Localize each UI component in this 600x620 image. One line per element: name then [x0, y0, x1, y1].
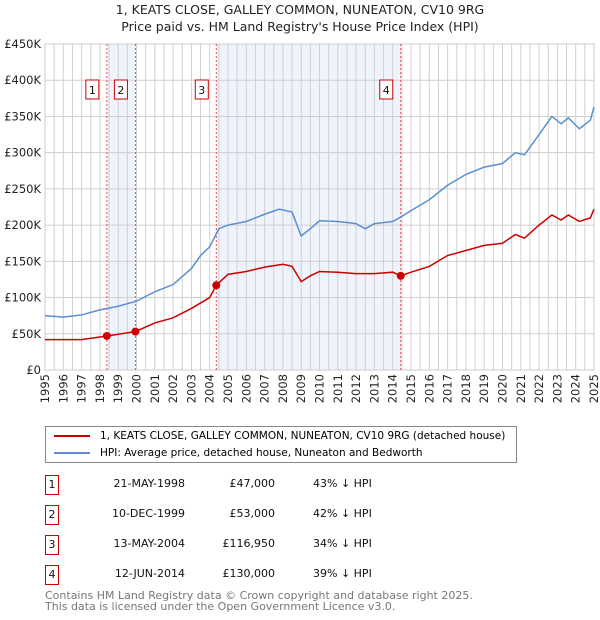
legend-item-property: 1, KEATS CLOSE, GALLEY COMMON, NUNEATON,…: [54, 428, 505, 444]
y-tick-label: £350K: [4, 109, 41, 123]
sale-marker-label: 2: [117, 84, 124, 97]
y-tick-label: £450K: [4, 37, 41, 51]
chart-subtitle: Price paid vs. HM Land Registry's House …: [121, 19, 479, 34]
x-tick-label: 2012: [349, 374, 363, 403]
sale-price: £116,950: [222, 537, 276, 550]
footer: Contains HM Land Registry data © Crown c…: [45, 590, 473, 612]
x-tick-label: 2025: [587, 374, 600, 403]
x-tick-label: 2009: [294, 374, 308, 403]
plot-area: £0 £50K £100K £150K £200K £250K £300K £350K £400…: [4, 37, 600, 403]
sale-point: [102, 331, 111, 340]
legend-item-hpi: HPI: Average price, detached house, Nune…: [54, 445, 422, 461]
sale-marker-box: [194, 79, 209, 100]
sale-marker-badge: 3: [45, 535, 59, 555]
sale-price: £53,000: [229, 507, 276, 520]
sale-date: 12-JUN-2014: [114, 567, 185, 580]
sale-point: [212, 281, 221, 290]
hpi-line: [44, 106, 595, 318]
sale-marker-label: 3: [198, 84, 205, 97]
y-tick-label: £50K: [12, 327, 42, 341]
x-tick-label: 2015: [404, 374, 418, 403]
legend-swatch: [54, 452, 90, 454]
x-tick-label: 1995: [38, 374, 52, 403]
y-tick-label: £0: [26, 363, 41, 377]
x-tick-label: 1997: [75, 374, 89, 403]
x-tick-label: 2014: [386, 374, 400, 403]
footer-line: This data is licensed under the Open Gov…: [45, 600, 396, 613]
x-tick-label: 2010: [313, 374, 327, 403]
x-tick-label: 1996: [56, 374, 70, 403]
sale-hpi-relation: 43% ↓ HPI: [313, 477, 372, 490]
shaded-period: [216, 44, 401, 370]
sale-point: [131, 327, 140, 336]
x-tick-label: 2000: [130, 374, 144, 403]
x-tick-label: 2007: [258, 374, 272, 403]
footer-line: Contains HM Land Registry data © Crown c…: [45, 589, 473, 602]
x-tick-label: 2018: [459, 374, 473, 403]
sale-marker-label: 4: [383, 84, 390, 97]
y-tick-label: £300K: [4, 146, 41, 160]
x-tick-label: 1998: [93, 374, 107, 403]
x-tick-label: 2021: [514, 374, 528, 403]
x-tick-label: 2011: [331, 374, 345, 403]
y-tick-label: £100K: [4, 291, 41, 305]
sale-date: 13-MAY-2004: [113, 537, 185, 550]
y-tick-label: £150K: [4, 254, 41, 268]
x-tick-label: 2008: [276, 374, 290, 403]
x-tick-label: 2022: [532, 374, 546, 403]
x-tick-label: 2023: [550, 374, 564, 403]
x-tick-label: 2003: [184, 374, 198, 403]
x-tick-label: 2002: [166, 374, 180, 403]
legend-label: HPI: Average price, detached house, Nune…: [100, 447, 423, 459]
sale-price: £130,000: [222, 567, 276, 580]
sale-date: 21-MAY-1998: [113, 477, 185, 490]
y-tick-label: £400K: [4, 73, 41, 87]
x-tick-label: 2016: [422, 374, 436, 403]
price-paid-line: [45, 208, 595, 341]
x-tick-label: 2004: [203, 374, 217, 403]
sale-hpi-relation: 34% ↓ HPI: [313, 537, 372, 550]
plot-border: [44, 43, 595, 371]
y-tick-label: £200K: [4, 218, 41, 232]
x-tick-label: 2006: [239, 374, 253, 403]
x-tick-label: 1999: [111, 374, 125, 403]
sale-point: [396, 271, 405, 280]
sale-marker-badge: 4: [45, 565, 59, 585]
legend-swatch: [54, 435, 90, 437]
sale-marker-label: 1: [89, 84, 96, 97]
x-tick-label: 2017: [441, 374, 455, 403]
sale-hpi-relation: 39% ↓ HPI: [313, 567, 372, 580]
sale-marker-box: [113, 79, 128, 100]
x-tick-label: 2020: [496, 374, 510, 403]
x-tick-label: 2013: [367, 374, 381, 403]
sale-marker-box: [85, 79, 100, 100]
sale-date: 10-DEC-1999: [111, 507, 185, 520]
sale-marker-badge: 2: [45, 505, 59, 525]
legend: 1, KEATS CLOSE, GALLEY COMMON, NUNEATON,…: [45, 426, 517, 463]
chart-title: 1, KEATS CLOSE, GALLEY COMMON, NUNEATON,…: [115, 2, 485, 17]
sale-hpi-relation: 42% ↓ HPI: [313, 507, 372, 520]
x-tick-label: 2005: [221, 374, 235, 403]
sale-price: £47,000: [229, 477, 276, 490]
x-tick-label: 2019: [477, 374, 491, 403]
x-tick-label: 2001: [148, 374, 162, 403]
sale-marker-box: [379, 79, 394, 100]
x-tick-label: 2024: [569, 374, 583, 403]
sale-marker-badge: 1: [45, 475, 59, 495]
y-tick-label: £250K: [4, 182, 41, 196]
legend-label: 1, KEATS CLOSE, GALLEY COMMON, NUNEATON,…: [100, 430, 506, 442]
